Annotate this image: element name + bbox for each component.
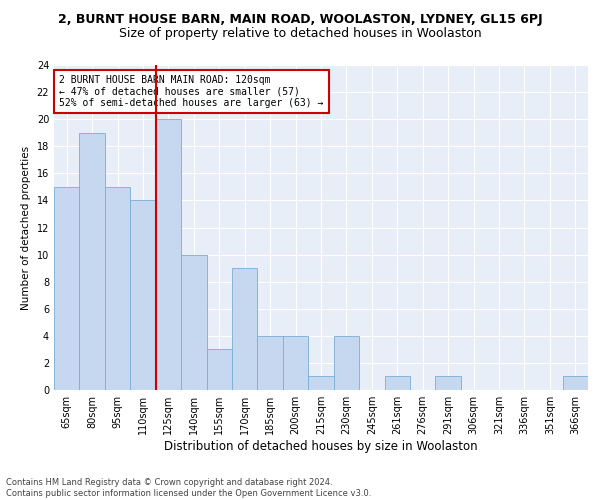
Bar xyxy=(334,336,359,390)
Bar xyxy=(563,376,588,390)
Bar xyxy=(257,336,283,390)
Bar xyxy=(232,268,257,390)
Text: Contains HM Land Registry data © Crown copyright and database right 2024.
Contai: Contains HM Land Registry data © Crown c… xyxy=(6,478,371,498)
Bar xyxy=(436,376,461,390)
Bar xyxy=(206,350,232,390)
Bar xyxy=(54,187,79,390)
Bar xyxy=(283,336,308,390)
Bar xyxy=(385,376,410,390)
Text: Size of property relative to detached houses in Woolaston: Size of property relative to detached ho… xyxy=(119,28,481,40)
Bar xyxy=(79,132,105,390)
Y-axis label: Number of detached properties: Number of detached properties xyxy=(21,146,31,310)
Bar xyxy=(156,119,181,390)
Bar xyxy=(308,376,334,390)
Bar xyxy=(181,254,206,390)
Bar xyxy=(105,187,130,390)
Text: 2 BURNT HOUSE BARN MAIN ROAD: 120sqm
← 47% of detached houses are smaller (57)
5: 2 BURNT HOUSE BARN MAIN ROAD: 120sqm ← 4… xyxy=(59,74,324,108)
Text: 2, BURNT HOUSE BARN, MAIN ROAD, WOOLASTON, LYDNEY, GL15 6PJ: 2, BURNT HOUSE BARN, MAIN ROAD, WOOLASTO… xyxy=(58,12,542,26)
Bar xyxy=(130,200,156,390)
X-axis label: Distribution of detached houses by size in Woolaston: Distribution of detached houses by size … xyxy=(164,440,478,453)
